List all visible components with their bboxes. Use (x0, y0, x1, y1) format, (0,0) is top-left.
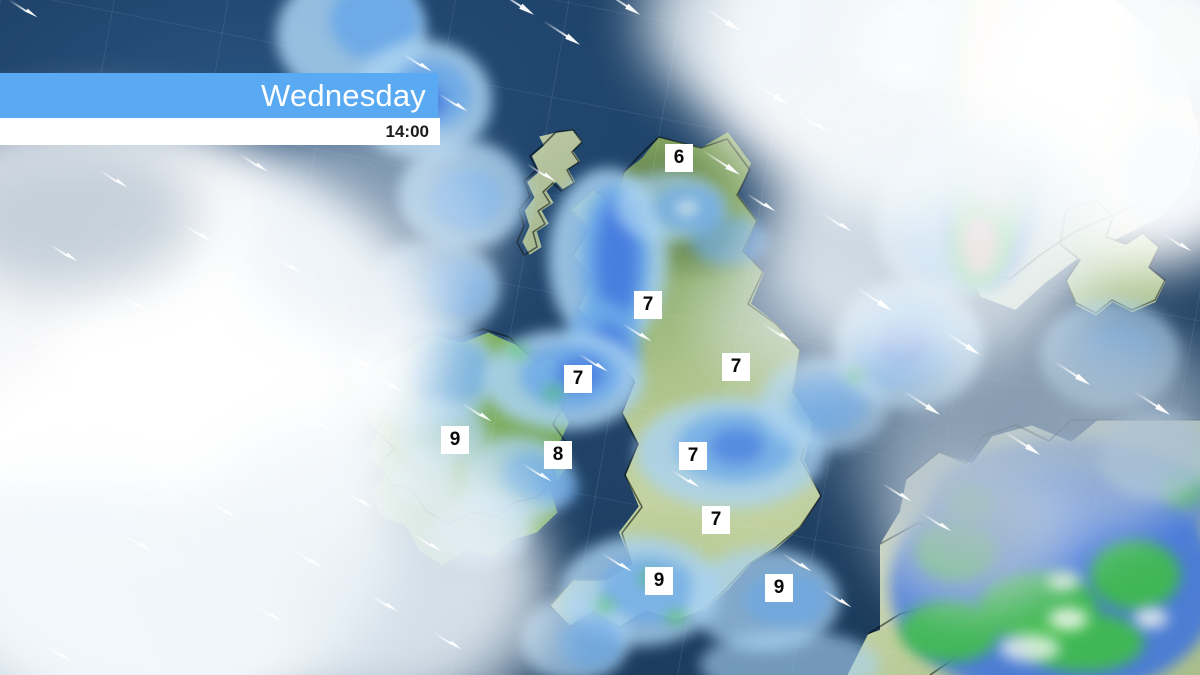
temperature-marker: 9 (441, 426, 469, 454)
temperature-marker: 9 (645, 567, 673, 595)
forecast-time-label: 14:00 (0, 118, 440, 145)
forecast-time-banner: Wednesday 14:00 (0, 73, 440, 145)
temperature-marker: 7 (634, 291, 662, 319)
temperature-marker: 7 (722, 353, 750, 381)
temperature-marker: 7 (702, 506, 730, 534)
temperature-marker: 9 (765, 574, 793, 602)
temperature-marker: 7 (564, 365, 592, 393)
forecast-day-label: Wednesday (0, 73, 438, 118)
temperature-marker: 7 (679, 442, 707, 470)
temperature-marker: 6 (665, 144, 693, 172)
temperature-marker: 8 (544, 441, 572, 469)
